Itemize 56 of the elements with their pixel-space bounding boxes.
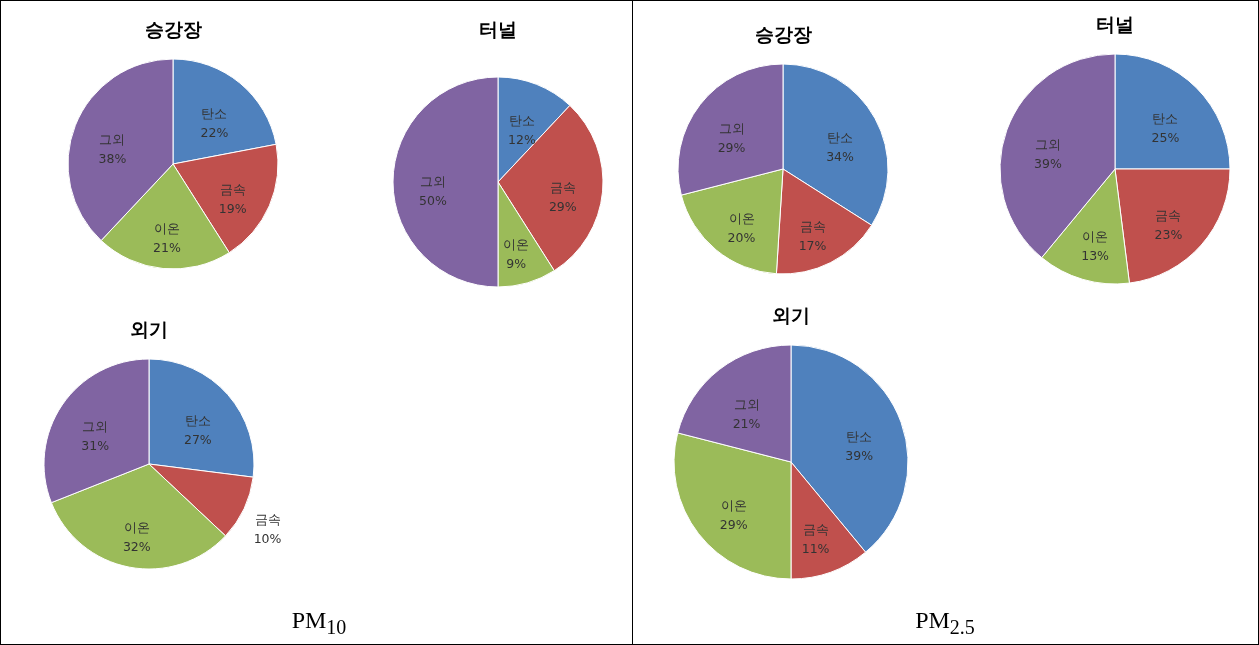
slice-label: 그외 bbox=[1034, 136, 1061, 152]
data-label: 32% bbox=[122, 538, 151, 554]
data-label: 22% bbox=[200, 124, 229, 140]
slice-label: 금속 bbox=[219, 181, 246, 197]
slice-label: 금속 bbox=[549, 180, 576, 196]
slice-label: 탄소 bbox=[201, 105, 228, 121]
slice-label: 그외 bbox=[718, 121, 745, 137]
data-label: 21% bbox=[152, 239, 181, 255]
data-label: 39% bbox=[1034, 155, 1062, 171]
data-label: 20% bbox=[727, 230, 756, 246]
data-label: 11% bbox=[801, 541, 830, 557]
data-label: 29% bbox=[548, 199, 577, 215]
slice-label: 탄소 bbox=[1152, 110, 1179, 126]
data-label: 25% bbox=[1151, 129, 1180, 145]
data-label: 9% bbox=[506, 255, 527, 271]
data-label: 12% bbox=[508, 132, 536, 148]
slice-label: 이온 bbox=[1082, 229, 1109, 245]
slice-label: 이온 bbox=[503, 236, 530, 252]
slice-label: 금속 bbox=[799, 219, 826, 234]
slice-label: 금속 bbox=[1155, 208, 1182, 224]
chart-title: 터널 bbox=[1096, 13, 1134, 35]
data-label: 31% bbox=[81, 438, 110, 454]
text: PM$_{2.5}$ bbox=[915, 607, 975, 639]
slice-label: 탄소 bbox=[827, 129, 854, 145]
slice-label: 그외 bbox=[99, 132, 126, 148]
chart-title: 외기 bbox=[130, 318, 168, 340]
data-label: 13% bbox=[1081, 248, 1110, 264]
data-label: 50% bbox=[419, 193, 447, 208]
slice-label: 이온 bbox=[123, 519, 150, 535]
chart-title: 승강장 bbox=[754, 23, 812, 45]
slice-label: 탄소 bbox=[846, 429, 873, 445]
data-label: 29% bbox=[717, 140, 746, 156]
slice-label: 금속 bbox=[802, 522, 829, 538]
data-label: 17% bbox=[798, 238, 827, 253]
slice-label: 이온 bbox=[720, 498, 747, 514]
chart-title: 외기 bbox=[772, 304, 810, 326]
slice-label: 그외 bbox=[733, 396, 760, 412]
data-label: 29% bbox=[719, 517, 748, 533]
data-label: 34% bbox=[826, 148, 855, 164]
data-label: 38% bbox=[98, 151, 127, 167]
slice-label: 이온 bbox=[728, 211, 755, 227]
slice-label: 그외 bbox=[82, 419, 109, 435]
slice-label: 탄소 bbox=[184, 412, 211, 428]
text: PM$_{10}$ bbox=[291, 607, 347, 639]
data-label: 19% bbox=[218, 200, 247, 216]
slice-label: 이온 bbox=[153, 220, 180, 236]
data-label: 27% bbox=[183, 431, 212, 447]
data-label: 39% bbox=[845, 448, 874, 464]
data-label: 23% bbox=[1154, 227, 1183, 243]
chart-title: 승강장 bbox=[144, 18, 202, 40]
data-label: 21% bbox=[732, 415, 761, 431]
data-label: 10% bbox=[253, 530, 282, 546]
slice-label: 탄소 bbox=[508, 113, 535, 129]
chart-title: 터널 bbox=[479, 18, 517, 41]
slice-label: 그외 bbox=[419, 174, 446, 189]
slice-label: 금속 bbox=[254, 511, 281, 527]
